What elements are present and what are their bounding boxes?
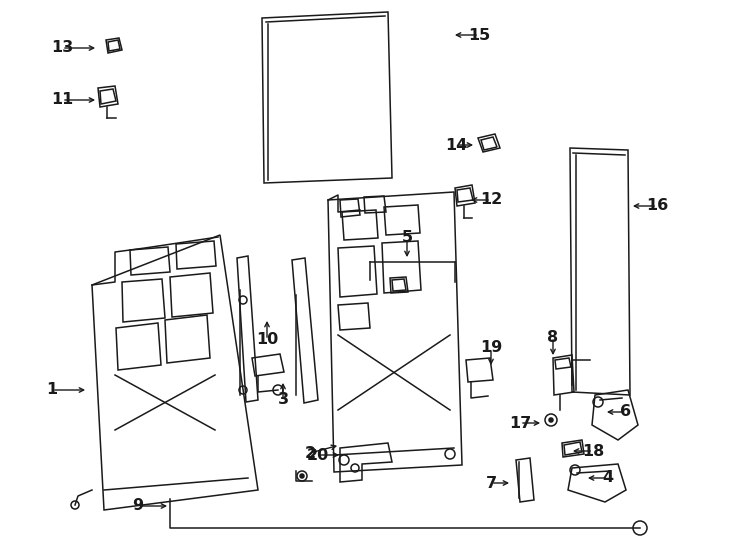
Text: 8: 8 (548, 329, 559, 345)
Text: 6: 6 (620, 404, 631, 420)
Text: 9: 9 (132, 498, 144, 514)
Circle shape (549, 418, 553, 422)
Text: 5: 5 (401, 231, 413, 246)
Text: 2: 2 (305, 446, 316, 461)
Text: 1: 1 (46, 382, 57, 397)
Text: 10: 10 (256, 333, 278, 348)
Text: 20: 20 (307, 448, 329, 462)
Text: 3: 3 (277, 393, 288, 408)
Text: 13: 13 (51, 40, 73, 56)
Text: 11: 11 (51, 92, 73, 107)
Text: 14: 14 (445, 138, 467, 152)
Text: 7: 7 (485, 476, 497, 490)
Text: 4: 4 (603, 470, 614, 485)
Text: 16: 16 (646, 199, 668, 213)
Text: 15: 15 (468, 28, 490, 43)
Text: 17: 17 (509, 415, 531, 430)
Text: 12: 12 (480, 192, 502, 207)
Text: 18: 18 (582, 443, 604, 458)
Text: 19: 19 (480, 341, 502, 355)
Circle shape (300, 474, 304, 478)
